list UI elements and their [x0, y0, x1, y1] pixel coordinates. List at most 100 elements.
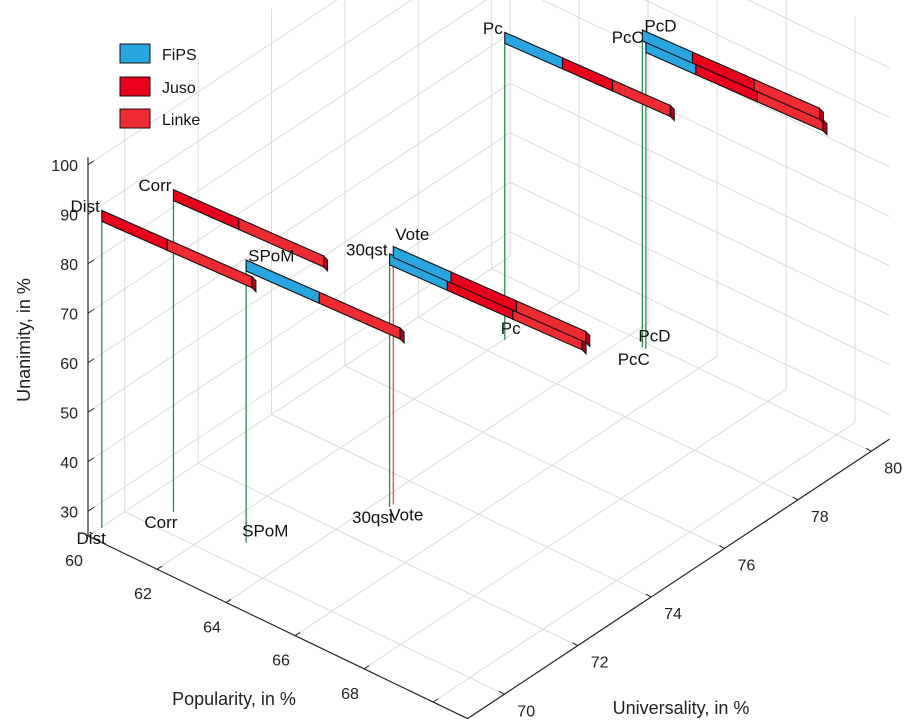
- base-label-pc: Pc: [501, 319, 521, 338]
- grid-line: [344, 365, 725, 549]
- grid-line: [87, 0, 338, 166]
- bar-segment-pc-juso: [561, 57, 614, 92]
- z-tick-label: 90: [60, 207, 78, 224]
- grid-line: [197, 462, 578, 647]
- grid-line: [491, 268, 872, 452]
- z-tick-label: 70: [60, 306, 78, 323]
- z-tick-label: 40: [60, 455, 78, 472]
- grid-line: [541, 0, 890, 168]
- x-tick-label: 68: [341, 686, 359, 703]
- legend-label-linke: Linke: [162, 112, 200, 129]
- y-tick: [792, 496, 799, 501]
- grid-line: [509, 82, 890, 267]
- grid-line: [87, 256, 511, 537]
- grid-line: [509, 181, 890, 366]
- z-axis-label: Unanimity, in %: [14, 278, 34, 402]
- y-tick-label: 74: [664, 606, 682, 623]
- x-tick-label: 66: [272, 653, 290, 670]
- grid-line: [747, 0, 890, 69]
- base-label-pcd: PcD: [638, 326, 670, 345]
- legend: FiPS Juso Linke: [119, 43, 200, 129]
- bar-end-pcd: [819, 106, 824, 125]
- z-tick-label: 60: [60, 356, 78, 373]
- legend-label-juso: Juso: [162, 80, 196, 97]
- z-tick: [87, 160, 95, 166]
- grid-line: [87, 33, 511, 314]
- grid-line: [87, 82, 511, 364]
- base-label-pcc: PcC: [618, 350, 650, 369]
- legend-swatch-linke: [119, 108, 151, 129]
- x-tick-label: 64: [203, 619, 221, 636]
- y-tick-label: 80: [884, 460, 902, 477]
- x-tick-label: 70: [410, 719, 428, 721]
- grid-line: [156, 289, 580, 570]
- z-tick: [87, 259, 95, 265]
- base-label-30qst: 30qst: [352, 508, 394, 527]
- point-label-pc: Pc: [483, 19, 503, 38]
- z-tick-label: 50: [60, 405, 78, 422]
- x-tick: [432, 698, 439, 703]
- x-tick: [294, 632, 301, 637]
- x-axis-label: Popularity, in %: [172, 689, 296, 709]
- base-label-corr: Corr: [144, 513, 177, 532]
- grid-line: [271, 414, 652, 598]
- y-tick-label: 78: [811, 509, 829, 526]
- point-label-corr: Corr: [138, 176, 171, 195]
- legend-item-linke[interactable]: Linke: [119, 108, 200, 129]
- y-axis-line: [467, 438, 890, 720]
- z-tick-label: 100: [51, 158, 78, 175]
- label-layer: DistDistCorrCorrSPoMSPoM30qst30qstVoteVo…: [71, 16, 677, 547]
- base-label-spom: SPoM: [242, 522, 288, 541]
- y-tick-label: 76: [738, 558, 756, 575]
- z-tick: [87, 209, 95, 215]
- y-tick: [719, 545, 725, 549]
- y-tick-label: 72: [591, 655, 609, 672]
- legend-swatch-fips: [119, 43, 151, 64]
- base-label-vote: Vote: [389, 505, 423, 524]
- legend-swatch-juso: [119, 76, 151, 97]
- y-tick-label: 70: [517, 703, 535, 720]
- z-tick: [87, 308, 95, 314]
- bar-end-corr: [323, 254, 329, 273]
- grid-line: [87, 132, 511, 413]
- grid-line: [87, 0, 488, 265]
- base-label-dist: Dist: [77, 529, 107, 548]
- bar-segment-corr-juso: [172, 188, 240, 231]
- grid-line: [644, 0, 890, 118]
- x-tick: [363, 665, 370, 670]
- y-tick: [645, 593, 652, 598]
- bar-end-vote: [585, 330, 591, 348]
- z-tick: [87, 407, 95, 413]
- x-tick: [156, 565, 163, 570]
- y-tick: [498, 690, 505, 695]
- grid-line: [87, 181, 511, 463]
- z-tick: [87, 358, 95, 364]
- bar-end-spom: [399, 326, 405, 345]
- point-label-pcc: PcC: [612, 28, 644, 47]
- bar-segment-dist-linke: [166, 238, 253, 289]
- grid-layer: [87, 0, 890, 703]
- grid-line: [509, 132, 890, 316]
- z-tick-label: 80: [60, 257, 78, 274]
- grid-line: [294, 355, 718, 637]
- grid-line: [87, 0, 413, 215]
- bar-end-dist: [251, 275, 257, 293]
- legend-label-fips: FiPS: [162, 47, 197, 64]
- grid-line: [124, 511, 505, 695]
- bar-end-pc: [669, 104, 675, 122]
- point-label-spom: SPoM: [248, 246, 294, 265]
- y-tick: [865, 447, 872, 452]
- bar-segment-dist-juso: [101, 209, 168, 252]
- point-label-30qst: 30qst: [346, 240, 388, 259]
- grid-line: [509, 231, 890, 415]
- x-tick: [225, 598, 232, 603]
- bar-segment-pc-fips: [504, 31, 564, 70]
- y-axis-label: Universality, in %: [613, 698, 750, 718]
- z-tick-label: 30: [60, 504, 78, 521]
- axis-layer: 30 40 50 60 70 80 90 100 60 62 64 66 68 70 70 72 74 76 78 8…: [51, 157, 902, 721]
- grid-line: [418, 316, 799, 501]
- point-label-vote: Vote: [395, 225, 429, 244]
- legend-item-juso[interactable]: Juso: [119, 76, 196, 97]
- legend-item-fips[interactable]: FiPS: [119, 43, 197, 64]
